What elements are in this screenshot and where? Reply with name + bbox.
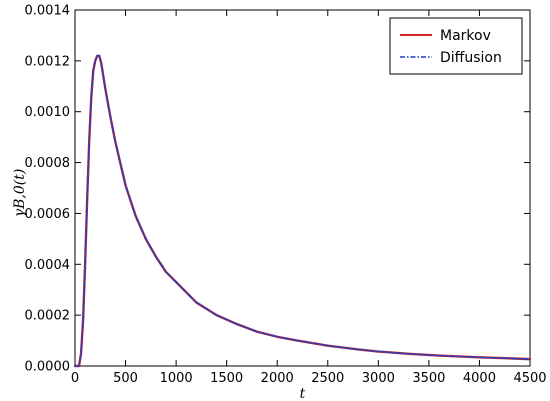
x-tick-label: 3000 — [362, 371, 395, 386]
legend-items: Markov Diffusion — [400, 28, 502, 66]
x-tick-label: 1500 — [210, 371, 243, 386]
legend: Markov Diffusion — [389, 17, 523, 75]
y-tick-label: 0.0000 — [25, 360, 71, 375]
legend-box — [389, 17, 523, 75]
series-layer — [73, 54, 532, 368]
x-tick-label: 3500 — [412, 371, 445, 386]
ticks: 0 500 1000 1500 2000 2500 3000 3500 4000 4500 0.00… — [25, 4, 547, 387]
legend-label-diffusion: Diffusion — [440, 50, 502, 66]
x-tick-label: 4500 — [513, 371, 546, 386]
x-tick-label: 0 — [71, 371, 79, 386]
series-line-diffusion — [74, 54, 531, 367]
x-axis-label: t — [300, 386, 306, 401]
x-tick-label: 500 — [113, 371, 138, 386]
x-tick-label: 4000 — [463, 371, 496, 386]
y-tick-label: 0.0008 — [25, 156, 71, 171]
y-axis-label: γB,0(t) — [12, 169, 28, 218]
legend-label-markov: Markov — [440, 28, 491, 44]
x-tick-label: 2000 — [261, 371, 294, 386]
y-tick-label: 0.0012 — [25, 54, 71, 69]
y-tick-label: 0.0004 — [25, 258, 71, 273]
x-tick-label: 1000 — [160, 371, 193, 386]
y-tick-label: 0.0002 — [25, 309, 71, 324]
x-tick-label: 2500 — [311, 371, 344, 386]
y-tick-label: 0.0006 — [25, 207, 71, 222]
y-tick-label: 0.0010 — [25, 105, 71, 120]
y-tick-label: 0.0014 — [25, 4, 71, 19]
